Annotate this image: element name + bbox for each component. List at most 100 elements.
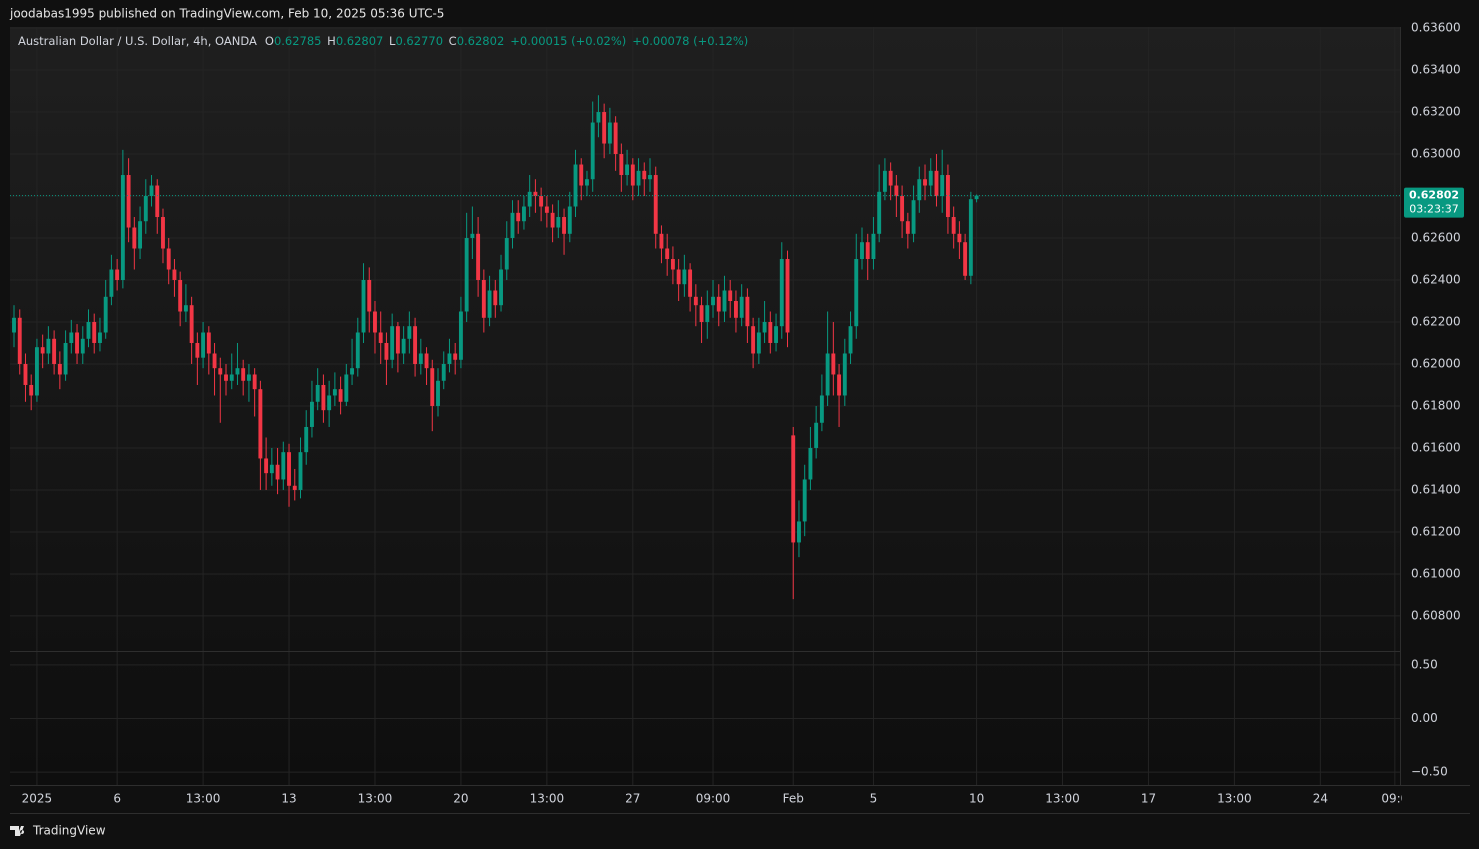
candle-body: [562, 217, 566, 234]
candle-body: [120, 175, 125, 281]
candle-body: [298, 452, 303, 490]
x-tick-label: 13: [281, 792, 296, 806]
candle-body: [57, 363, 62, 375]
y-tick-label: 0.61000: [1411, 566, 1461, 580]
ohlc: O0.62785 H0.62807 L0.62770 C0.62802: [263, 34, 504, 48]
candle-body: [229, 374, 234, 381]
candle-body: [287, 452, 291, 486]
candle-body: [877, 191, 882, 234]
x-tick-label: 6: [113, 792, 121, 806]
candle-body: [487, 290, 492, 318]
candle-body: [751, 326, 756, 354]
candle-body: [327, 395, 332, 411]
candle-body: [590, 122, 595, 180]
candle-body: [900, 196, 905, 222]
candle-body: [235, 368, 240, 375]
candle-body: [888, 170, 893, 186]
y-tick-label: 0.00: [1411, 711, 1438, 725]
ohlc-key: L: [389, 34, 396, 48]
candle-body: [573, 164, 578, 207]
candle-body: [814, 422, 819, 448]
candle-body: [860, 242, 864, 260]
candle-body: [464, 238, 469, 312]
candle-body: [195, 342, 200, 358]
countdown-label: 03:23:37: [1409, 203, 1458, 216]
candle-body: [430, 368, 435, 406]
candle-body: [819, 395, 824, 423]
candle-body: [86, 321, 91, 339]
x-tick-label: Feb: [783, 792, 804, 806]
candle-body: [441, 363, 446, 381]
candle-body: [275, 464, 280, 480]
x-tick-label: 09:0: [1381, 792, 1408, 806]
candle-body: [166, 248, 171, 270]
candle-body: [527, 191, 532, 207]
candle-body: [636, 170, 641, 186]
candle-body: [756, 332, 761, 354]
candle-body: [46, 338, 51, 354]
candle-body: [648, 175, 652, 180]
candle-body: [607, 122, 612, 144]
y-tick-label: 0.62400: [1411, 273, 1461, 287]
candle-body: [126, 175, 131, 228]
candle-body: [928, 170, 933, 186]
candle-body: [716, 296, 721, 312]
candle-body: [682, 269, 687, 285]
y-tick-label: 0.63200: [1411, 105, 1461, 119]
candle-body: [224, 374, 228, 381]
candle-body: [304, 426, 309, 453]
axes: 2025 6 13:00 13 13:00 20 13:00 27 09:00 Feb 5 10 13:…: [22, 21, 1464, 806]
last-price-label: 0.62802: [1409, 189, 1459, 202]
x-tick-label: 10: [969, 792, 984, 806]
candle-body: [40, 347, 45, 354]
candle-body: [504, 238, 509, 270]
x-tick-label: 27: [625, 792, 640, 806]
candle-body: [378, 332, 383, 343]
candle-body: [596, 112, 601, 123]
ohlc-key: H: [327, 34, 336, 48]
candle-body: [539, 196, 544, 207]
x-tick-label: 13:00: [1045, 792, 1080, 806]
candle-body: [974, 195, 979, 200]
ohlc-value: 0.62785: [273, 34, 322, 48]
candle-body: [963, 242, 968, 276]
candle-body: [178, 280, 183, 312]
candle-body: [613, 122, 618, 155]
candle-body: [831, 353, 836, 375]
candle-body: [310, 401, 314, 427]
candle-body: [911, 200, 916, 234]
candle-body: [384, 342, 389, 360]
candle-body: [52, 338, 57, 364]
candle-body: [424, 353, 429, 369]
candle-body: [659, 233, 664, 249]
ohlc-value: 0.62807: [335, 34, 384, 48]
y-tick-label: 0.63600: [1411, 21, 1461, 35]
candle-body: [768, 321, 773, 343]
candle-body: [361, 280, 366, 333]
candle-body: [882, 170, 887, 192]
legend: Australian Dollar / U.S. Dollar, 4h, OAN…: [18, 34, 748, 48]
symbol-title: Australian Dollar / U.S. Dollar, 4h, OAN…: [18, 34, 257, 48]
candle-body: [550, 212, 555, 228]
candle-body: [92, 321, 97, 343]
candle-body: [470, 233, 475, 239]
candle-body: [332, 389, 337, 396]
candle-body: [934, 170, 939, 197]
candle-body: [642, 170, 647, 180]
logo: [10, 826, 25, 836]
candle-body: [367, 280, 372, 312]
candle-body: [567, 206, 572, 234]
y-tick-label: 0.50: [1411, 657, 1438, 671]
x-tick-label: 2025: [22, 792, 53, 806]
candle-body: [12, 317, 16, 333]
last-price-box: [1404, 187, 1464, 218]
y-tick-label: 0.62000: [1411, 356, 1461, 370]
candle-body: [585, 179, 589, 186]
candle-body: [676, 269, 681, 285]
candle-body: [802, 479, 807, 522]
candle-body: [940, 175, 945, 197]
candle-body: [481, 280, 486, 318]
candle-body: [155, 185, 160, 218]
candle-body: [241, 368, 246, 381]
